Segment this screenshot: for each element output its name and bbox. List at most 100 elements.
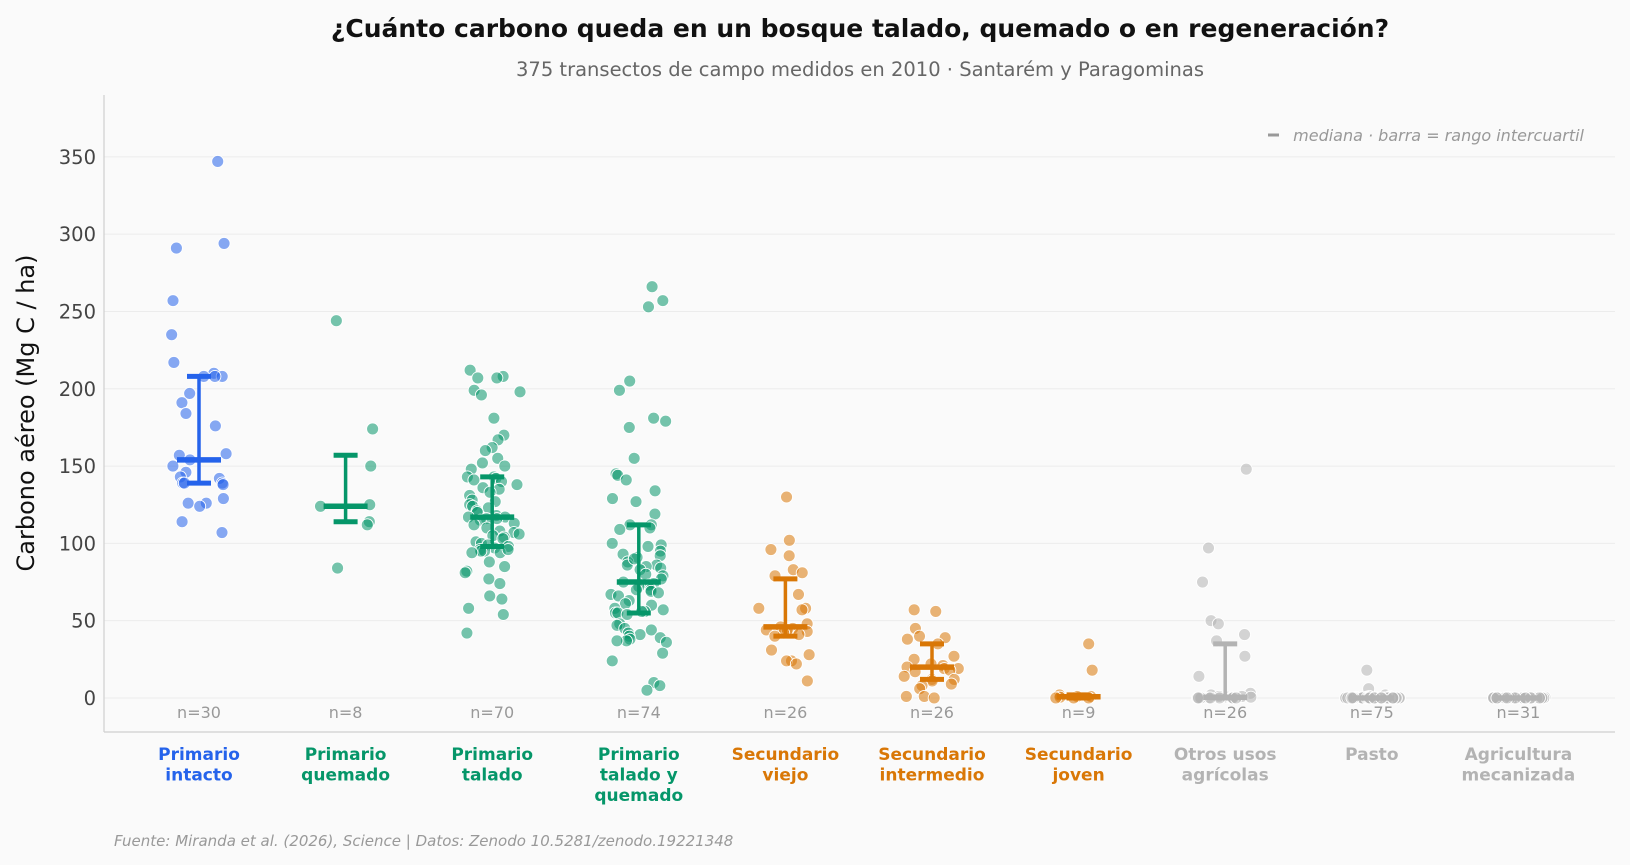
y-tick-label: 0 bbox=[84, 687, 96, 710]
data-point bbox=[1196, 575, 1209, 589]
data-point bbox=[331, 561, 345, 575]
data-point bbox=[1192, 669, 1206, 683]
data-point bbox=[513, 385, 527, 399]
data-point bbox=[627, 451, 641, 465]
data-points bbox=[165, 155, 1552, 705]
data-point bbox=[927, 691, 941, 705]
data-point bbox=[644, 623, 658, 637]
data-point bbox=[944, 677, 958, 691]
data-point bbox=[622, 420, 636, 434]
data-point bbox=[653, 679, 667, 693]
category-label: Primario talado bbox=[451, 745, 533, 786]
data-point bbox=[613, 523, 627, 536]
data-point bbox=[460, 626, 474, 640]
data-point bbox=[795, 566, 809, 580]
y-tick-label: 150 bbox=[59, 455, 96, 478]
data-point bbox=[475, 456, 489, 470]
n-count-label: n=26 bbox=[763, 703, 807, 722]
data-point bbox=[510, 478, 524, 492]
y-tick-label: 350 bbox=[59, 146, 96, 169]
y-tick-label: 250 bbox=[59, 300, 96, 323]
data-point bbox=[645, 280, 659, 294]
data-point bbox=[656, 646, 670, 660]
category-label: Agricultura mecanizada bbox=[1462, 745, 1576, 786]
y-tick-label: 100 bbox=[59, 532, 96, 555]
data-point bbox=[179, 407, 193, 420]
category-labels: Primario intacto Primario quemado Primario ta… bbox=[158, 745, 1575, 806]
data-point bbox=[463, 363, 477, 377]
data-point bbox=[487, 411, 501, 425]
n-count-label: n=74 bbox=[617, 703, 661, 722]
data-point bbox=[659, 635, 673, 649]
data-point bbox=[659, 414, 673, 428]
category-label: Otros usos agrícolas bbox=[1174, 745, 1277, 786]
data-point bbox=[605, 654, 619, 668]
data-point bbox=[215, 526, 229, 540]
data-point bbox=[913, 629, 926, 643]
n-count-label: n=8 bbox=[329, 703, 363, 722]
n-count-label: n=30 bbox=[177, 703, 221, 722]
data-point bbox=[640, 683, 654, 697]
data-point bbox=[458, 566, 472, 580]
legend: mediana · barra = rango intercuartil bbox=[1268, 126, 1585, 145]
data-point bbox=[619, 473, 633, 487]
legend-text: mediana · barra = rango intercuartil bbox=[1293, 126, 1584, 145]
data-point bbox=[800, 674, 814, 688]
data-point bbox=[1238, 628, 1251, 642]
data-point bbox=[752, 601, 766, 615]
chart-title: ¿Cuánto carbono queda en un bosque talad… bbox=[331, 14, 1389, 43]
data-point bbox=[193, 499, 207, 513]
data-point bbox=[493, 577, 507, 591]
data-point bbox=[219, 447, 233, 461]
data-point bbox=[465, 546, 479, 560]
data-point bbox=[165, 328, 179, 342]
data-point bbox=[907, 603, 921, 617]
data-point bbox=[329, 314, 343, 328]
data-point bbox=[612, 383, 626, 397]
data-point bbox=[648, 507, 662, 521]
n-count-label: n=26 bbox=[910, 703, 954, 722]
data-point bbox=[467, 518, 481, 532]
data-point bbox=[900, 632, 914, 646]
data-point bbox=[656, 294, 670, 308]
data-point bbox=[651, 586, 665, 600]
data-point bbox=[474, 388, 488, 402]
data-point bbox=[795, 603, 809, 617]
category-label: Primario quemado bbox=[301, 745, 390, 786]
category-label: Primario talado y quemado bbox=[594, 745, 683, 806]
median-iqr-bars bbox=[177, 373, 1541, 701]
category-label: Secundario intermedio bbox=[878, 745, 986, 786]
data-point bbox=[216, 492, 230, 505]
data-point bbox=[462, 601, 476, 615]
y-tick-label: 300 bbox=[59, 223, 96, 246]
data-point bbox=[899, 689, 913, 703]
data-point bbox=[482, 555, 496, 569]
data-point bbox=[471, 371, 485, 385]
data-point bbox=[1082, 637, 1096, 651]
data-point bbox=[501, 543, 515, 557]
data-point bbox=[792, 587, 805, 601]
n-count-labels: n=30 n=8 n=70 n=74 n=26 n=26 n=9 n=26 n=75 n=31 bbox=[177, 703, 1540, 722]
data-point bbox=[789, 657, 803, 671]
data-point bbox=[364, 459, 378, 473]
n-count-label: n=26 bbox=[1203, 703, 1247, 722]
data-point bbox=[483, 589, 497, 603]
data-point bbox=[623, 374, 637, 388]
data-point bbox=[1085, 663, 1099, 677]
n-count-label: n=31 bbox=[1496, 703, 1540, 722]
data-point bbox=[629, 495, 643, 509]
data-point bbox=[175, 396, 189, 410]
y-tick-label: 200 bbox=[59, 378, 96, 401]
n-count-label: n=9 bbox=[1062, 703, 1096, 722]
data-point bbox=[641, 540, 655, 553]
data-point bbox=[167, 356, 181, 369]
data-point bbox=[1360, 663, 1374, 677]
data-point bbox=[606, 492, 619, 505]
grid-lines bbox=[104, 156, 1615, 699]
data-point bbox=[490, 371, 504, 385]
data-point bbox=[782, 549, 796, 563]
data-point bbox=[495, 592, 509, 606]
data-point bbox=[360, 518, 374, 532]
data-point bbox=[780, 490, 793, 504]
